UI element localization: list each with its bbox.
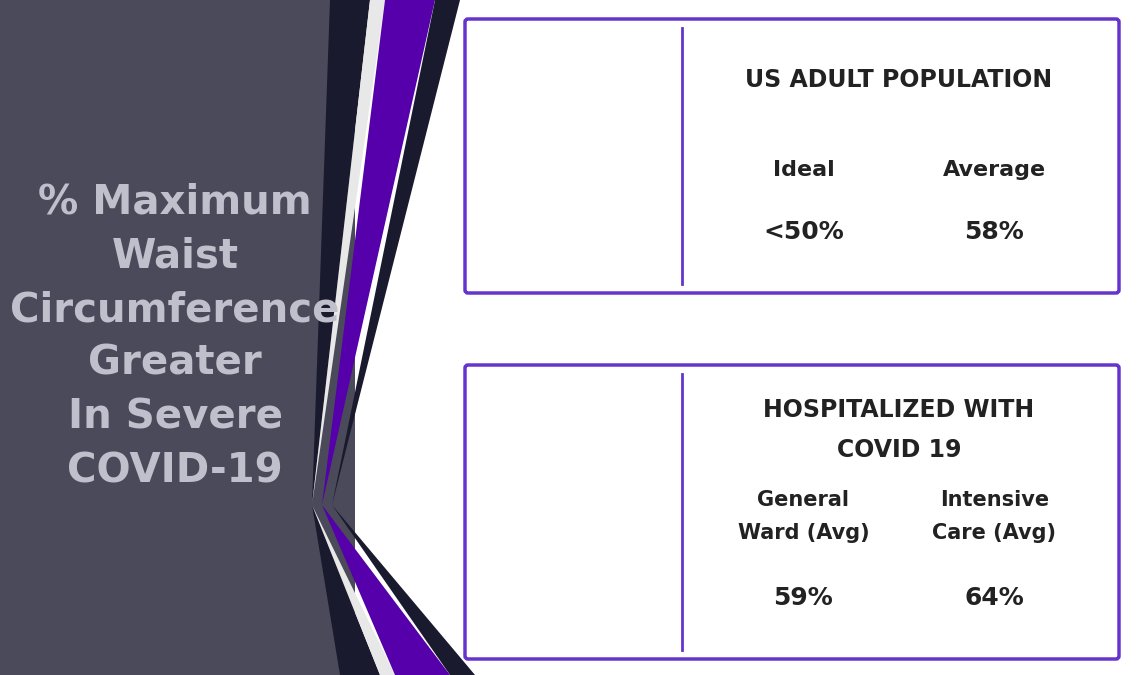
Text: HOSPITALIZED WITH: HOSPITALIZED WITH bbox=[763, 398, 1034, 422]
Text: Intensive: Intensive bbox=[940, 490, 1049, 510]
FancyBboxPatch shape bbox=[465, 365, 1119, 659]
Polygon shape bbox=[321, 0, 435, 505]
FancyBboxPatch shape bbox=[465, 19, 1119, 293]
Polygon shape bbox=[332, 0, 460, 505]
Polygon shape bbox=[332, 505, 475, 675]
Text: % Maximum
Waist
Circumference
Greater
In Severe
COVID-19: % Maximum Waist Circumference Greater In… bbox=[10, 182, 340, 492]
Text: General: General bbox=[758, 490, 850, 510]
Text: 64%: 64% bbox=[964, 586, 1024, 610]
Text: Ward (Avg): Ward (Avg) bbox=[738, 523, 869, 543]
Bar bbox=[0, 0, 355, 675]
Text: Care (Avg): Care (Avg) bbox=[932, 523, 1056, 543]
Text: 59%: 59% bbox=[774, 586, 833, 610]
Text: COVID 19: COVID 19 bbox=[837, 438, 961, 462]
Text: Ideal: Ideal bbox=[773, 160, 835, 180]
Text: 58%: 58% bbox=[964, 220, 1024, 244]
Text: <50%: <50% bbox=[763, 220, 844, 244]
Polygon shape bbox=[312, 0, 370, 505]
Polygon shape bbox=[312, 505, 395, 675]
Polygon shape bbox=[312, 0, 385, 505]
Polygon shape bbox=[321, 505, 450, 675]
Text: Average: Average bbox=[943, 160, 1046, 180]
Polygon shape bbox=[312, 505, 380, 675]
Text: US ADULT POPULATION: US ADULT POPULATION bbox=[745, 68, 1053, 92]
